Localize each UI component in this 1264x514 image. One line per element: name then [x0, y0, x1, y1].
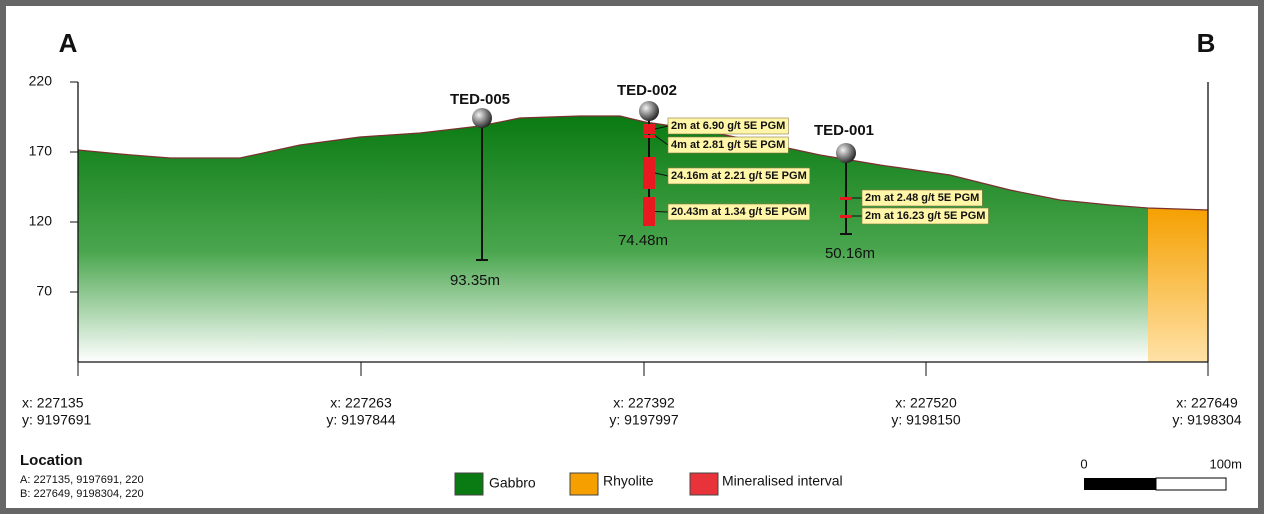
- y-tick-label: 220: [29, 73, 53, 89]
- end-label: A: [59, 28, 78, 58]
- mineralised-interval: [643, 157, 655, 189]
- location-title: Location: [20, 452, 83, 469]
- x-tick-label: x: 227649: [1176, 395, 1238, 411]
- hole-name: TED-002: [617, 82, 677, 99]
- location-a: A: 227135, 9197691, 220: [20, 474, 144, 486]
- cross-section: A B Location A: 227135, 9197691, 220 B: …: [0, 0, 1264, 514]
- y-tick-label: 70: [36, 283, 52, 299]
- interval-label: 2m at 6.90 g/t 5E PGM: [671, 120, 785, 132]
- y-coord-label: y: 9197844: [326, 412, 395, 428]
- interval-label: 20.43m at 1.34 g/t 5E PGM: [671, 206, 807, 218]
- x-tick-label: x: 227263: [330, 395, 392, 411]
- interval-label: 4m at 2.81 g/t 5E PGM: [671, 139, 785, 151]
- legend-swatch: [570, 473, 598, 495]
- interval-label: 2m at 16.23 g/t 5E PGM: [865, 210, 985, 222]
- scale-start: 0: [1080, 456, 1087, 471]
- collar: [639, 101, 659, 121]
- legend-label: Rhyolite: [603, 473, 654, 489]
- y-tick-label: 120: [29, 213, 53, 229]
- location-b: B: 227649, 9198304, 220: [20, 488, 144, 500]
- legend-label: Gabbro: [489, 475, 536, 491]
- legend-label: Mineralised interval: [722, 473, 843, 489]
- interval-label: 24.16m at 2.21 g/t 5E PGM: [671, 170, 807, 182]
- scale-bar: [1156, 478, 1226, 490]
- hole-name: TED-005: [450, 91, 510, 108]
- y-coord-label: y: 9198150: [891, 412, 960, 428]
- mineralised-interval: [840, 197, 852, 200]
- x-tick-label: x: 227135: [22, 395, 84, 411]
- y-tick-label: 170: [29, 143, 53, 159]
- x-tick-label: x: 227392: [613, 395, 675, 411]
- mineralised-interval: [840, 215, 852, 218]
- collar: [472, 108, 492, 128]
- mineralised-interval: [643, 124, 655, 134]
- hole-depth: 93.35m: [450, 272, 500, 289]
- y-coord-label: y: 9197997: [609, 412, 678, 428]
- hole-name: TED-001: [814, 122, 874, 139]
- leader: [655, 212, 668, 213]
- y-coord-label: y: 9198304: [1172, 412, 1241, 428]
- hole-depth: 50.16m: [825, 245, 875, 262]
- scale-bar: [1084, 478, 1156, 490]
- mineralised-interval: [643, 135, 655, 138]
- interval-label: 2m at 2.48 g/t 5E PGM: [865, 192, 979, 204]
- x-tick-label: x: 227520: [895, 395, 957, 411]
- hole-depth: 74.48m: [618, 232, 668, 249]
- y-coord-label: y: 9197691: [22, 412, 91, 428]
- legend-swatch: [690, 473, 718, 495]
- mineralised-interval: [643, 197, 655, 226]
- legend-swatch: [455, 473, 483, 495]
- end-label: B: [1197, 28, 1216, 58]
- scale-end: 100m: [1209, 456, 1242, 471]
- collar: [836, 143, 856, 163]
- rhyolite: [1148, 208, 1208, 362]
